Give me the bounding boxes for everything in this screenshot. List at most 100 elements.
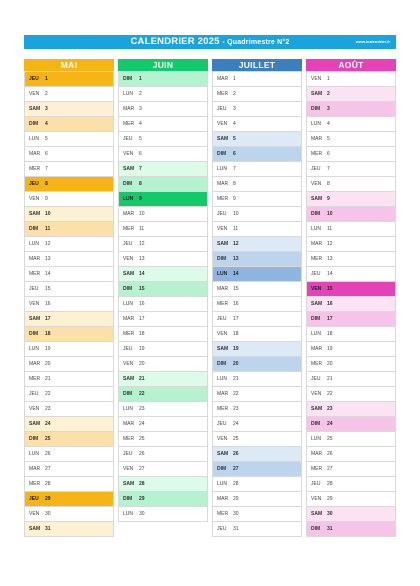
day-row: LUN 26 [25, 446, 113, 461]
day-row: LUN 21 [213, 371, 301, 386]
day-number: 29 [45, 496, 51, 502]
day-name: SAM [123, 376, 135, 382]
day-name: DIM [311, 316, 321, 322]
month-header: JUILLET [212, 59, 302, 71]
day-row: MAR 22 [213, 386, 301, 401]
day-row: VEN 22 [307, 386, 395, 401]
day-name: JEU [123, 241, 133, 247]
day-number: 28 [233, 481, 239, 487]
day-name: DIM [29, 331, 39, 337]
day-row: MER 13 [307, 251, 395, 266]
day-number: 6 [327, 151, 330, 157]
day-row: MAR 5 [307, 131, 395, 146]
day-number: 8 [139, 181, 142, 187]
day-name: MAR [123, 421, 135, 427]
day-name: SAM [29, 526, 41, 532]
day-row: MER 28 [25, 476, 113, 491]
day-name: MER [217, 511, 229, 517]
day-name: SAM [29, 421, 41, 427]
day-row: DIM 15 [119, 281, 207, 296]
day-row: LUN 11 [307, 221, 395, 236]
day-name: JEU [217, 316, 227, 322]
day-row: MER 30 [213, 506, 301, 521]
day-row: JEU 5 [119, 131, 207, 146]
day-name: VEN [311, 286, 322, 292]
day-row: JEU 28 [307, 476, 395, 491]
day-number: 23 [327, 406, 333, 412]
day-row: LUN 14 [213, 266, 301, 281]
day-name: LUN [29, 451, 40, 457]
day-name: MER [311, 361, 323, 367]
day-name: VEN [123, 466, 134, 472]
day-number: 11 [327, 226, 333, 232]
day-number: 1 [45, 76, 48, 82]
day-name: LUN [217, 271, 228, 277]
day-row: SAM 21 [119, 371, 207, 386]
day-number: 22 [139, 391, 145, 397]
day-number: 9 [327, 196, 330, 202]
day-name: MAR [29, 256, 41, 262]
day-row: SAM 2 [307, 86, 395, 101]
day-name: DIM [123, 496, 133, 502]
day-row: LUN 5 [25, 131, 113, 146]
day-number: 2 [327, 91, 330, 97]
day-row: LUN 12 [25, 236, 113, 251]
day-name: DIM [311, 211, 321, 217]
day-number: 23 [139, 406, 145, 412]
day-number: 5 [45, 136, 48, 142]
day-row: VEN 9 [25, 191, 113, 206]
day-row: SAM 23 [307, 401, 395, 416]
day-number: 13 [45, 256, 51, 262]
subtitle-text: - Quadrimestre N°2 [222, 39, 290, 46]
day-name: DIM [123, 391, 133, 397]
day-number: 18 [233, 331, 239, 337]
day-row: JEU 26 [119, 446, 207, 461]
day-row: MER 14 [25, 266, 113, 281]
day-name: VEN [123, 256, 134, 262]
day-row: VEN 30 [25, 506, 113, 521]
day-name: JEU [311, 166, 321, 172]
day-number: 8 [233, 181, 236, 187]
day-name: LUN [123, 196, 134, 202]
day-row: VEN 15 [307, 281, 395, 296]
day-number: 19 [327, 346, 333, 352]
day-row: DIM 17 [307, 311, 395, 326]
day-number: 18 [45, 331, 51, 337]
day-row: LUN 18 [307, 326, 395, 341]
day-name: VEN [311, 391, 322, 397]
day-row: MAR 27 [25, 461, 113, 476]
day-name: MER [311, 151, 323, 157]
day-name: VEN [29, 196, 40, 202]
day-name: JEU [217, 211, 227, 217]
day-name: SAM [29, 316, 41, 322]
day-name: MAR [217, 76, 229, 82]
day-row: JEU 17 [213, 311, 301, 326]
day-number: 7 [327, 166, 330, 172]
day-name: JEU [311, 376, 321, 382]
day-row: SAM 31 [25, 521, 113, 536]
day-row: DIM 6 [213, 146, 301, 161]
day-name: JEU [123, 451, 133, 457]
day-row: LUN 23 [119, 401, 207, 416]
day-row: DIM 22 [119, 386, 207, 401]
day-row: DIM 20 [213, 356, 301, 371]
day-name: JEU [217, 421, 227, 427]
day-row: DIM 24 [307, 416, 395, 431]
day-row: JEU 12 [119, 236, 207, 251]
day-number: 4 [233, 121, 236, 127]
site-url: www.icalendrier.fr [355, 39, 390, 44]
day-number: 21 [139, 376, 145, 382]
day-name: VEN [217, 121, 228, 127]
day-number: 3 [45, 106, 48, 112]
day-name: VEN [123, 361, 134, 367]
day-number: 5 [327, 136, 330, 142]
day-row: MER 2 [213, 86, 301, 101]
day-number: 4 [327, 121, 330, 127]
day-name: DIM [29, 226, 39, 232]
day-name: SAM [123, 271, 135, 277]
day-number: 5 [139, 136, 142, 142]
day-row: MER 18 [119, 326, 207, 341]
day-number: 3 [327, 106, 330, 112]
day-name: DIM [123, 76, 133, 82]
day-row: VEN 11 [213, 221, 301, 236]
